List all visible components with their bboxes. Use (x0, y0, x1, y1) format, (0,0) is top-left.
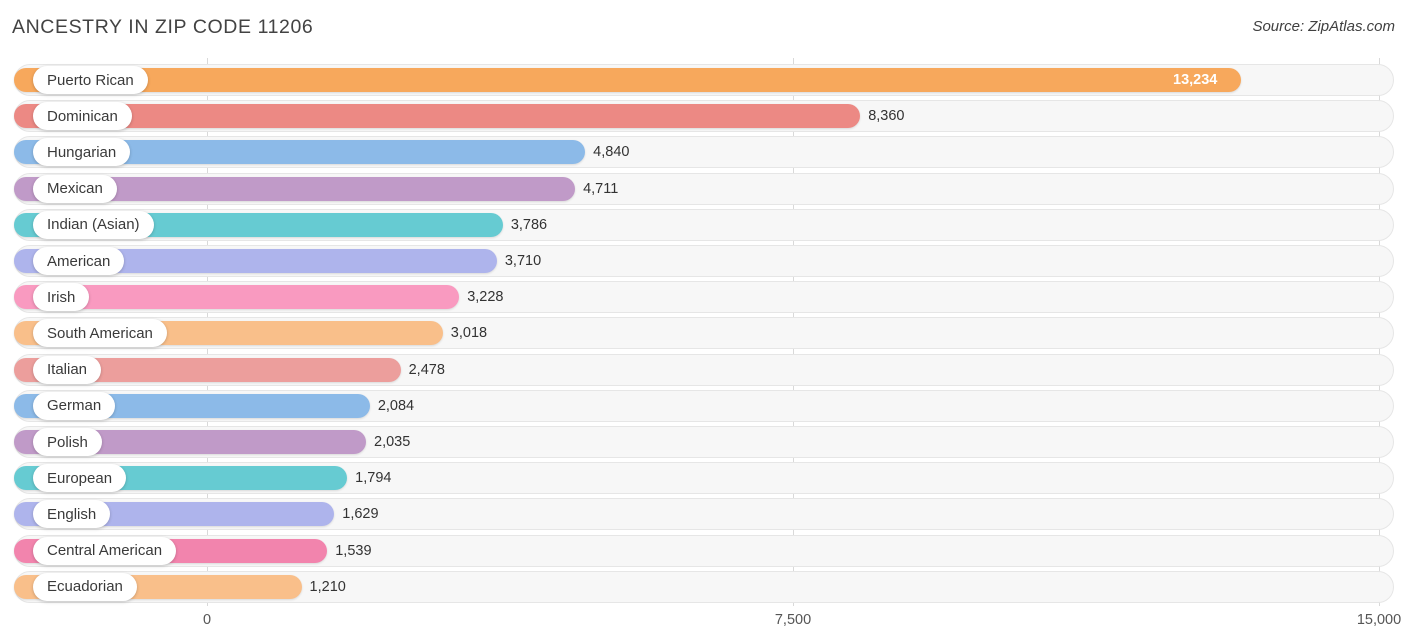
chart-row[interactable]: European 1,794 (0, 462, 1406, 495)
category-label-pill: Irish (33, 283, 90, 312)
x-tick-label: 7,500 (774, 612, 812, 628)
category-label: Hungarian (47, 143, 117, 161)
x-tick-label: 15,000 (1356, 612, 1402, 628)
category-label-pill: German (33, 391, 116, 420)
category-label: German (47, 397, 102, 415)
chart-row[interactable]: American 3,710 (0, 245, 1406, 277)
page-title: ANCESTRY IN ZIP CODE 11206 (12, 16, 314, 38)
chart-row[interactable]: Irish 3,228 (0, 281, 1406, 314)
category-label-pill: Mexican (33, 174, 117, 203)
category-label: Indian (Asian) (47, 216, 140, 234)
bar-value-label: 2,478 (408, 361, 445, 378)
chart-row[interactable]: Hungarian 4,840 (0, 136, 1406, 169)
bar-value-label: 1,794 (355, 470, 392, 487)
chart-plot-area: Puerto Rican 13,234 Dominican 8,360 Hungaria… (0, 58, 1406, 606)
category-label-pill: South American (33, 319, 167, 348)
bar-value-label: 8,360 (868, 108, 905, 125)
category-label: European (47, 469, 113, 487)
bar-value-label: 2,035 (374, 434, 411, 450)
category-label-pill: Italian (33, 355, 102, 384)
category-label: Irish (47, 288, 76, 306)
bar-value-label: 4,711 (583, 180, 619, 197)
category-label: Central American (47, 542, 163, 560)
category-label: Puerto Rican (47, 71, 134, 89)
category-label-pill: Ecuadorian (33, 572, 137, 601)
category-label-pill: English (33, 500, 111, 529)
category-label: Dominican (47, 107, 118, 125)
source-attribution: Source: ZipAtlas.com (1252, 18, 1395, 35)
chart-row[interactable]: Indian (Asian) 3,786 (0, 208, 1406, 241)
category-label: Polish (47, 433, 88, 451)
bar-value-label: 13,234 (1173, 72, 1218, 88)
category-label: American (47, 252, 111, 270)
chart-row[interactable]: German 2,084 (0, 389, 1406, 422)
category-label-pill: Dominican (33, 102, 132, 131)
category-label: South American (47, 324, 153, 342)
category-label: Italian (47, 361, 88, 379)
bar-value-label: 3,786 (510, 216, 548, 233)
category-label: English (47, 505, 97, 523)
chart-row[interactable]: Puerto Rican 13,234 (0, 64, 1406, 96)
x-tick-label: 0 (202, 612, 212, 628)
bar-value-label: 2,084 (377, 397, 415, 414)
bar-value-label: 3,018 (450, 325, 488, 342)
category-label-pill: Puerto Rican (33, 66, 148, 94)
bar-dominican[interactable] (14, 104, 861, 129)
category-label: Ecuadorian (47, 578, 123, 596)
bar-value-label: 1,629 (342, 506, 379, 523)
category-label-pill: Hungarian (33, 138, 131, 167)
category-label: Mexican (47, 180, 103, 198)
bar-value-label: 3,228 (467, 289, 504, 306)
bar-value-label: 4,840 (593, 144, 630, 161)
category-label-pill: American (33, 247, 125, 275)
chart-row[interactable]: Mexican 4,711 (0, 172, 1406, 205)
category-label-pill: Central American (33, 536, 177, 565)
bar-value-label: 1,210 (309, 578, 346, 595)
chart-row[interactable]: Dominican 8,360 (0, 100, 1406, 133)
bar-value-label: 1,539 (335, 542, 372, 559)
bar-value-label: 3,710 (504, 253, 542, 269)
category-label-pill: Polish (33, 428, 102, 456)
chart-row[interactable]: Polish 2,035 (0, 426, 1406, 458)
chart-row[interactable]: Italian 2,478 (0, 353, 1406, 386)
chart-row[interactable]: Ecuadorian 1,210 (0, 570, 1406, 603)
chart-row[interactable]: South American 3,018 (0, 317, 1406, 350)
chart-row[interactable]: English 1,629 (0, 498, 1406, 531)
category-label-pill: European (33, 464, 127, 493)
bar-puerto-rican[interactable] (14, 68, 1242, 92)
category-label-pill: Indian (Asian) (33, 210, 154, 239)
x-axis: 0 7,500 15,000 (0, 606, 1406, 644)
chart-row[interactable]: Central American 1,539 (0, 534, 1406, 567)
